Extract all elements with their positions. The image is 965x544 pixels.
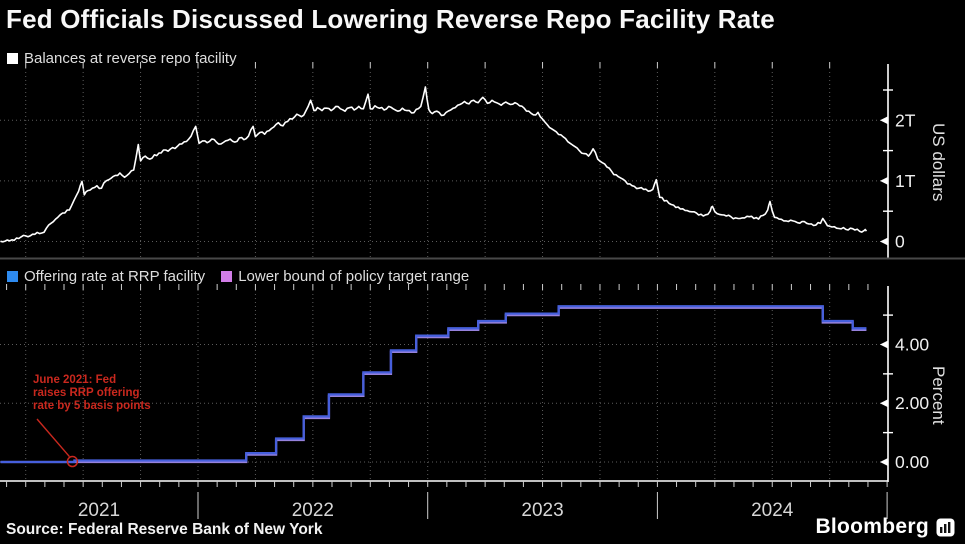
annotation-arrow [36,418,70,457]
series-balances-line [0,86,868,243]
y-tick-label: 0.00 [895,452,929,472]
annotation-circle [66,455,79,468]
legend-label-balances: Balances at reverse repo facility [24,50,237,67]
lower-bound-swatch-icon [221,271,233,282]
y-axis-tick-arrow [880,458,888,466]
y-axis-tick-arrow [880,116,888,125]
y-tick-label: 2.00 [895,393,929,413]
y-axis-title-us-dollars: US dollars [929,123,948,202]
x-year-label: 2022 [292,500,334,521]
y-tick-label: 2T [895,110,916,130]
annotation-june-2021: June 2021: Fed raises RRP offering rate … [33,374,151,412]
bloomberg-wordmark: Bloomberg [815,515,929,538]
x-year-label: 2023 [521,500,563,521]
legend-rates: Offering rate at RRP facility Lower boun… [7,268,485,285]
y-tick-label: 0 [895,232,905,252]
y-tick-label: 1T [895,171,916,191]
x-year-label: 2024 [751,500,794,521]
legend-label-offering-rate: Offering rate at RRP facility [24,268,206,285]
y-axis-title-percent: Percent [929,365,948,425]
y-axis-tick-arrow [880,340,888,349]
bar-chart-tile-icon [936,518,955,536]
legend-item-lower-bound: Lower bound of policy target range [221,268,469,285]
series-step-line [0,305,867,464]
legend-item-balances: Balances at reverse repo facility [7,50,237,67]
page-title: Fed Officials Discussed Lowering Reverse… [6,4,775,34]
y-tick-label: 4.00 [895,334,929,354]
y-axis-tick-arrow [880,237,888,246]
y-axis-tick-arrow [880,176,888,185]
balances-swatch-icon [7,53,18,64]
legend-balances: Balances at reverse repo facility [7,50,253,67]
legend-label-lower-bound: Lower bound of policy target range [238,268,470,285]
source-note: Source: Federal Reserve Bank of New York [6,521,323,538]
bloomberg-brand: Bloomberg [815,515,955,539]
legend-item-offering-rate: Offering rate at RRP facility [7,268,205,285]
y-axis-tick-arrow [880,399,888,408]
offering-rate-swatch-icon [7,271,18,282]
x-year-label: 2021 [78,500,120,521]
